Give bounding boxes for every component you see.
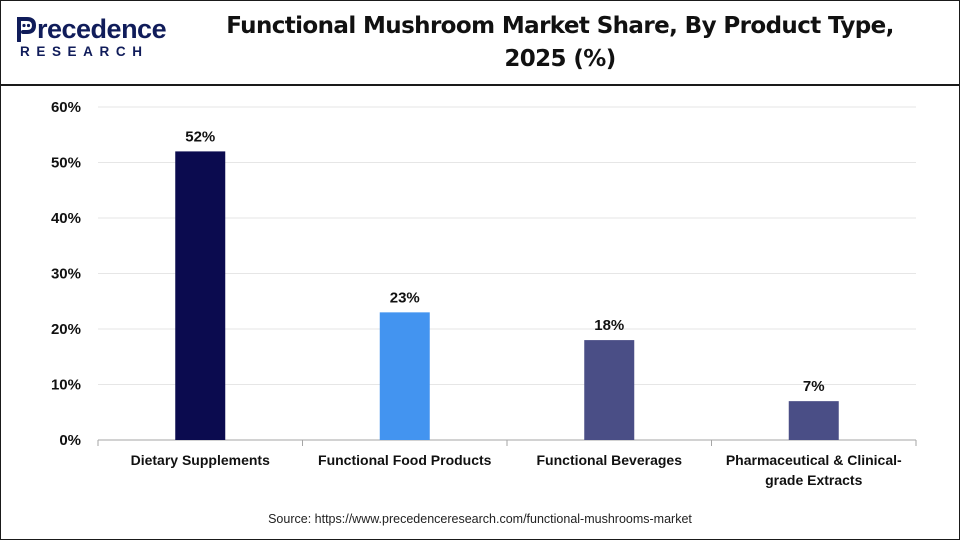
x-tick-label: grade Extracts	[765, 472, 862, 488]
y-tick-label: 60%	[51, 99, 81, 116]
y-tick-label: 20%	[51, 321, 81, 338]
chart-title-line-1: Functional Mushroom Market Share, By Pro…	[226, 13, 894, 39]
logo-wordmark: recedence	[16, 13, 167, 44]
bar	[379, 312, 430, 440]
logo-bottom-text: RESEARCH	[20, 44, 149, 59]
source-note: Source: https://www.precedenceresearch.c…	[268, 512, 692, 526]
y-tick-label: 10%	[51, 377, 81, 394]
bar	[175, 151, 226, 440]
y-tick-label: 30%	[51, 266, 81, 283]
x-tick-label: Functional Food Products	[318, 452, 492, 468]
data-label: 7%	[803, 378, 825, 395]
y-tick-label: 40%	[51, 210, 81, 227]
data-label: 23%	[390, 289, 420, 306]
chart-title: Functional Mushroom Market Share, By Pro…	[200, 10, 920, 76]
bar	[788, 401, 839, 440]
header: recedence RESEARCH Functional Mushroom M…	[0, 0, 960, 86]
chart-title-line-2: 2025 (%)	[504, 46, 616, 72]
y-tick-label: 50%	[51, 155, 81, 172]
x-tick-label: Dietary Supplements	[131, 452, 270, 468]
x-tick-label: Functional Beverages	[537, 452, 683, 468]
data-label: 18%	[594, 317, 624, 334]
x-tick-label: Pharmaceutical & Clinical-	[726, 452, 902, 468]
bar	[584, 340, 635, 440]
y-tick-label: 0%	[59, 432, 81, 449]
logo-p-icon	[17, 17, 36, 42]
logo-top-text: recedence	[37, 13, 167, 44]
precedence-research-logo: recedence RESEARCH	[16, 13, 167, 64]
data-label: 52%	[185, 128, 215, 145]
